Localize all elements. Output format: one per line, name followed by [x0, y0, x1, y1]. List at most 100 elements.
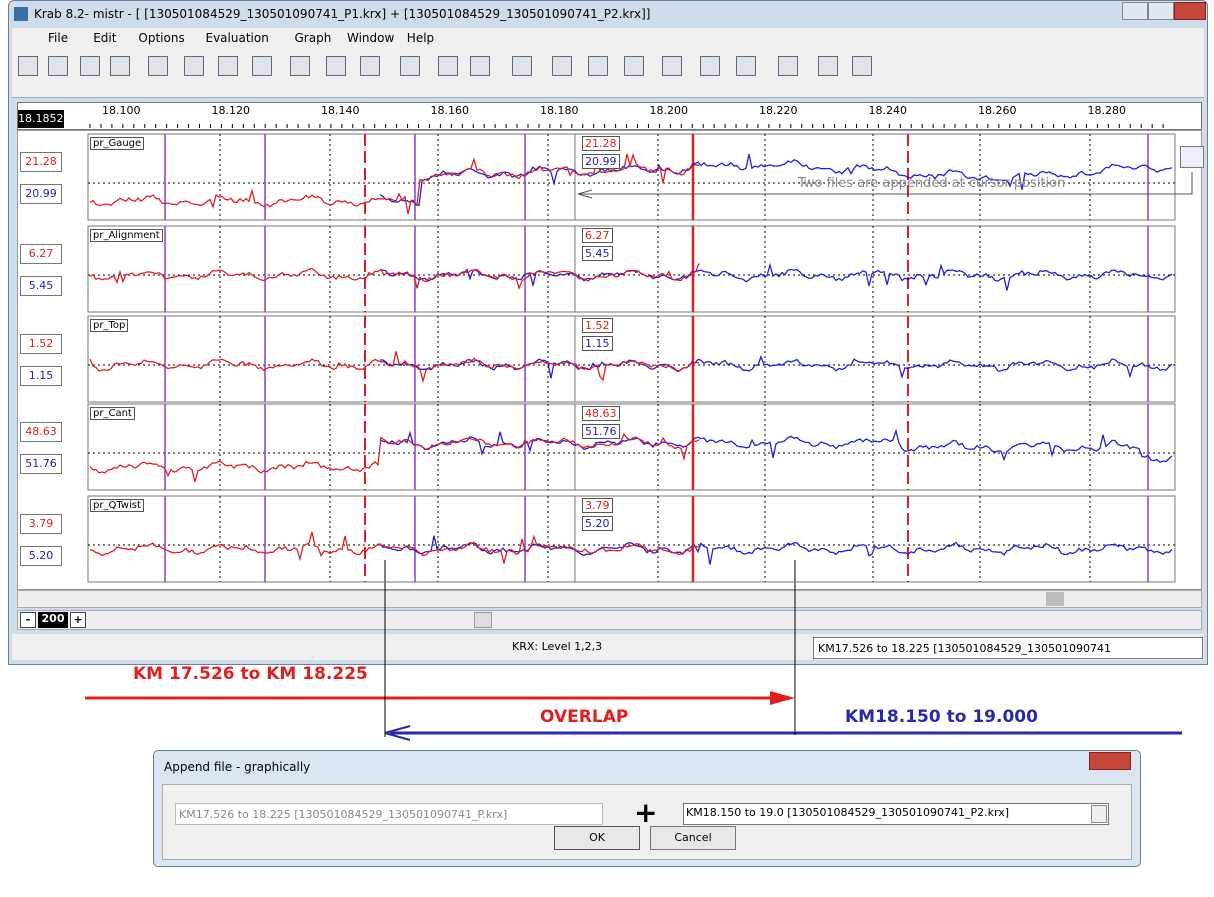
cancel-button[interactable]: Cancel: [650, 826, 736, 850]
toolbar-button[interactable]: [552, 56, 572, 76]
ruler-label: 18.200: [649, 104, 689, 117]
zoom-minus[interactable]: -: [20, 612, 36, 628]
left-red-value: 3.79: [20, 514, 62, 534]
toolbar-button[interactable]: [148, 56, 168, 76]
toolbar-button[interactable]: [470, 56, 490, 76]
status-file[interactable]: KM17.526 to 18.225 [130501084529_1305010…: [813, 637, 1203, 659]
menu-item[interactable]: Window: [347, 31, 395, 45]
toolbar: [12, 48, 1204, 98]
toolbar-button[interactable]: [588, 56, 608, 76]
ruler-label: 18.240: [868, 104, 908, 117]
left-red-value: 6.27: [20, 244, 62, 264]
ruler-label: 18.100: [102, 104, 141, 117]
ruler-label: 18.280: [1087, 104, 1127, 117]
minimize-button[interactable]: [1122, 2, 1148, 20]
toolbar-button[interactable]: [290, 56, 310, 76]
panel-name: pr_Gauge: [90, 137, 145, 150]
cursor-red-value: 6.27: [582, 228, 613, 243]
cursor-blue-value: 5.45: [582, 246, 613, 261]
scroll-thumb[interactable]: [1046, 592, 1064, 606]
toolbar-button[interactable]: [438, 56, 458, 76]
maximize-button[interactable]: [1148, 2, 1174, 20]
left-red-value: 1.52: [20, 334, 62, 354]
left-blue-value: 5.20: [20, 546, 62, 566]
toolbar-button[interactable]: [218, 56, 238, 76]
app-icon: [14, 7, 28, 21]
toolbar-button[interactable]: [80, 56, 100, 76]
ruler-label: 18.160: [430, 104, 470, 117]
red-arrowhead: [770, 691, 795, 705]
toolbar-button[interactable]: [184, 56, 204, 76]
panel-name: pr_QTwist: [90, 499, 144, 512]
cursor-red-value: 3.79: [582, 498, 613, 513]
cursor-red-value: 21.28: [582, 136, 620, 151]
zoom-row: [17, 610, 1202, 630]
menu-item[interactable]: File: [48, 31, 69, 45]
panel-name: pr_Alignment: [90, 229, 163, 242]
left-red-value: 21.28: [20, 152, 62, 172]
cursor-blue-value: 5.20: [582, 516, 613, 531]
menu-bar: [12, 28, 1204, 48]
zoom-plus[interactable]: +: [70, 612, 86, 628]
ruler: [17, 102, 1202, 130]
side-icon[interactable]: [1180, 146, 1204, 168]
ruler-label: 18.140: [321, 104, 360, 117]
status-level: KRX: Level 1,2,3: [512, 640, 603, 653]
dialog-title: Append file - graphically: [164, 760, 311, 774]
scroll-thumb-2[interactable]: [474, 612, 492, 628]
toolbar-button[interactable]: [48, 56, 68, 76]
toolbar-button[interactable]: [700, 56, 720, 76]
overlap-label: OVERLAP: [540, 707, 628, 727]
h-scrollbar[interactable]: [17, 590, 1202, 608]
ruler-label: 18.120: [211, 104, 251, 117]
toolbar-button[interactable]: [778, 56, 798, 76]
ruler-label: 18.260: [978, 104, 1017, 117]
ruler-label: 18.180: [540, 104, 579, 117]
toolbar-button[interactable]: [110, 56, 130, 76]
left-red-value: 48.63: [20, 422, 62, 442]
close-button[interactable]: [1174, 2, 1206, 20]
menu-item[interactable]: Help: [406, 31, 435, 45]
toolbar-button[interactable]: [360, 56, 380, 76]
menu-item[interactable]: Graph: [294, 31, 332, 45]
menu-item[interactable]: Edit: [93, 31, 117, 45]
menu-item[interactable]: Options: [138, 31, 185, 45]
ok-button[interactable]: OK: [554, 826, 640, 850]
toolbar-button[interactable]: [852, 56, 872, 76]
left-blue-value: 51.76: [20, 454, 62, 474]
plus-sign: +: [634, 796, 658, 829]
toolbar-button[interactable]: [818, 56, 838, 76]
cursor-red-value: 48.63: [582, 406, 620, 421]
panel-name: pr_Cant: [90, 407, 135, 420]
cursor-blue-value: 1.15: [582, 336, 613, 351]
blue-arrowhead: [384, 725, 411, 741]
toolbar-button[interactable]: [512, 56, 532, 76]
file2-dropdown[interactable]: [1091, 805, 1107, 823]
cursor-blue-value: 51.76: [582, 424, 620, 439]
cursor-red-value: 1.52: [582, 318, 613, 333]
toolbar-button[interactable]: [662, 56, 682, 76]
toolbar-button[interactable]: [736, 56, 756, 76]
file2-field[interactable]: KM18.150 to 19.0 [130501084529_130501090…: [683, 803, 1109, 825]
cursor-blue-value: 20.99: [582, 154, 620, 169]
red-range: KM 17.526 to KM 18.225: [133, 664, 368, 684]
left-blue-value: 1.15: [20, 366, 62, 386]
blue-range: KM18.150 to 19.000: [845, 707, 1038, 727]
title-text: Krab 8.2- mistr - [ [130501084529_130501…: [34, 7, 651, 21]
toolbar-button[interactable]: [400, 56, 420, 76]
menu-item[interactable]: Evaluation: [205, 31, 269, 45]
callout-text: Two files are appended at cursor positio…: [798, 176, 1066, 191]
file1-field: KM17.526 to 18.225 [130501084529_1305010…: [175, 803, 603, 825]
dialog-close[interactable]: [1089, 752, 1131, 770]
cursor-position: 18.185250: [18, 110, 78, 128]
left-blue-value: 20.99: [20, 184, 62, 204]
left-blue-value: 5.45: [20, 276, 62, 296]
toolbar-button[interactable]: [252, 56, 272, 76]
toolbar-button[interactable]: [624, 56, 644, 76]
toolbar-button[interactable]: [18, 56, 38, 76]
zoom-value: 200: [38, 612, 68, 628]
toolbar-button[interactable]: [326, 56, 346, 76]
panel-name: pr_Top: [90, 319, 129, 332]
ruler-label: 18.220: [759, 104, 798, 117]
